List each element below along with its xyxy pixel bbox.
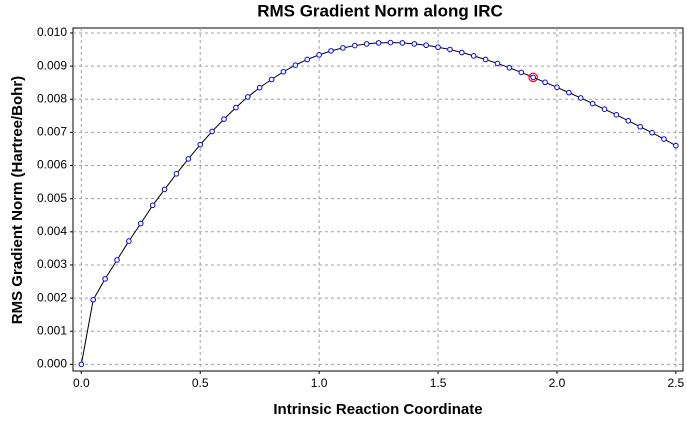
data-point bbox=[78, 361, 85, 368]
y-tick-label: 0.010 bbox=[37, 25, 67, 39]
data-point bbox=[589, 100, 596, 107]
data-point bbox=[221, 116, 227, 122]
data-point bbox=[613, 112, 620, 118]
data-point bbox=[673, 142, 679, 149]
data-point bbox=[387, 39, 394, 46]
data-point bbox=[506, 64, 513, 71]
data-point bbox=[554, 84, 560, 91]
x-tick-label: 2.5 bbox=[668, 376, 685, 390]
data-point bbox=[435, 44, 441, 51]
y-tick-label: 0.008 bbox=[37, 91, 67, 105]
data-point bbox=[352, 42, 358, 49]
y-tick-label: 0.006 bbox=[37, 158, 67, 172]
y-tick-label: 0.007 bbox=[37, 125, 67, 139]
x-tick-label: 1.5 bbox=[430, 376, 447, 390]
data-point bbox=[637, 123, 643, 130]
data-point bbox=[423, 42, 429, 49]
data-point bbox=[375, 40, 382, 46]
data-point bbox=[268, 76, 275, 83]
data-point bbox=[280, 68, 287, 75]
data-point bbox=[197, 141, 204, 148]
y-tick-label: 0.009 bbox=[37, 58, 67, 72]
data-point bbox=[137, 220, 144, 227]
data-point bbox=[447, 46, 453, 53]
x-tick-label: 0.0 bbox=[73, 376, 90, 390]
data-point bbox=[649, 129, 655, 136]
data-point bbox=[90, 296, 97, 303]
x-tick-label: 1.0 bbox=[311, 376, 328, 390]
data-point bbox=[470, 53, 477, 59]
data-point bbox=[577, 95, 584, 101]
x-axis-label: Intrinsic Reaction Coordinate bbox=[273, 401, 482, 418]
y-tick-label: 0.003 bbox=[37, 257, 67, 271]
data-point bbox=[304, 56, 311, 63]
data-point bbox=[102, 276, 108, 282]
x-tick-label: 0.5 bbox=[192, 376, 209, 390]
data-point bbox=[363, 41, 370, 47]
plot-area bbox=[72, 27, 684, 372]
data-point bbox=[459, 49, 465, 56]
y-tick-label: 0.001 bbox=[37, 323, 67, 337]
data-point bbox=[126, 238, 132, 244]
data-point bbox=[411, 41, 418, 47]
data-point bbox=[566, 89, 572, 96]
data-point bbox=[292, 62, 299, 68]
data-point bbox=[209, 128, 215, 135]
data-point bbox=[256, 84, 263, 91]
data-point bbox=[625, 117, 632, 124]
y-tick-label: 0.000 bbox=[37, 357, 67, 371]
x-tick-label: 2.0 bbox=[549, 376, 566, 390]
data-point bbox=[328, 48, 334, 54]
data-point bbox=[233, 104, 239, 111]
data-point bbox=[518, 69, 525, 76]
data-point bbox=[316, 52, 322, 58]
data-point bbox=[244, 94, 251, 100]
highlight-point bbox=[528, 72, 538, 83]
y-tick-label: 0.005 bbox=[37, 191, 67, 205]
data-point bbox=[601, 106, 608, 112]
data-point bbox=[149, 202, 156, 209]
data-point bbox=[530, 74, 536, 81]
data-point bbox=[161, 186, 168, 193]
chart-title: RMS Gradient Norm along IRC bbox=[257, 1, 503, 20]
y-axis-label: RMS Gradient Norm (Hartree/Bohr) bbox=[9, 76, 26, 324]
data-point bbox=[114, 257, 120, 263]
data-point bbox=[542, 79, 548, 86]
data-point bbox=[185, 156, 192, 162]
data-point bbox=[494, 60, 501, 67]
data-point bbox=[399, 40, 406, 46]
data-point bbox=[173, 171, 180, 177]
data-point bbox=[661, 136, 667, 142]
data-point bbox=[340, 45, 346, 51]
y-tick-label: 0.004 bbox=[37, 224, 67, 238]
data-point bbox=[482, 56, 489, 63]
y-tick-label: 0.002 bbox=[37, 290, 67, 304]
